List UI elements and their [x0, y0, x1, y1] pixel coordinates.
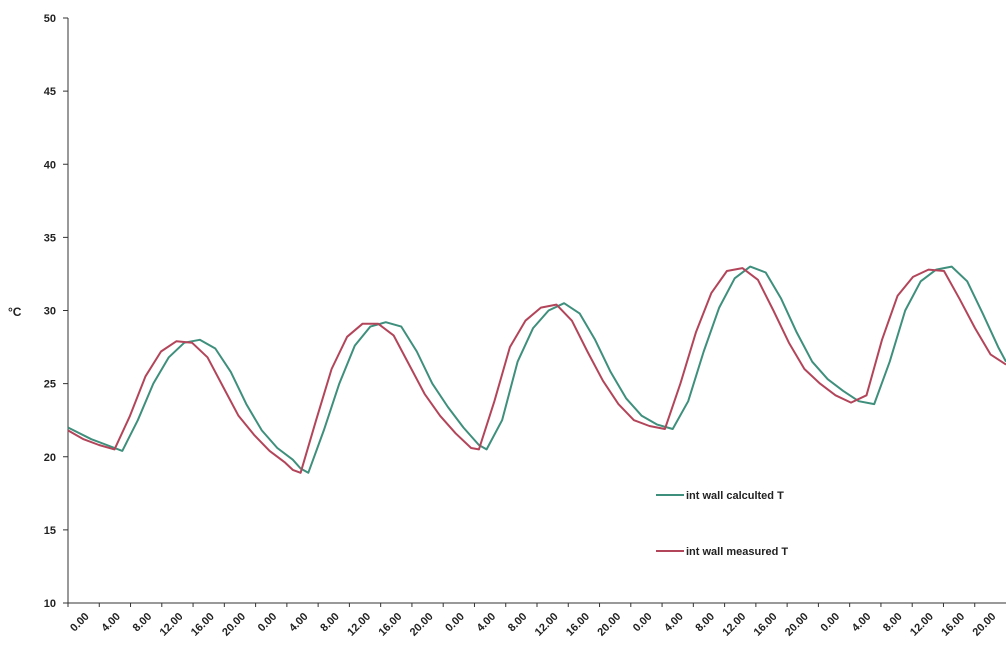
x-tick-label: 12.00: [345, 611, 373, 639]
y-tick-label: 45: [44, 86, 56, 98]
x-tick-label: 8.00: [318, 611, 342, 635]
y-tick-label: 40: [44, 159, 56, 171]
y-tick-label: 25: [44, 379, 56, 391]
y-tick-label: 20: [44, 452, 56, 464]
x-tick-label: 20.00: [971, 611, 999, 639]
x-tick-label: 12.00: [158, 611, 186, 639]
x-tick-label: 20.00: [220, 611, 248, 639]
y-tick-label: 30: [44, 306, 56, 318]
x-tick-label: 4.00: [99, 611, 123, 635]
series-line-calculated: [67, 265, 1006, 474]
x-tick-label: 4.00: [850, 611, 874, 635]
x-tick-label: 8.00: [506, 611, 530, 635]
y-axis-label: °C: [8, 305, 22, 319]
x-tick-label: 16.00: [189, 611, 217, 639]
x-tick-labels: 0.00 4.00 8.00 12.00 16.00 20.00 0.00 4.00 8.00 1…: [67, 603, 999, 639]
x-tick-label: 20.00: [595, 611, 623, 639]
x-tick-label: 0.00: [443, 611, 467, 635]
y-tick-label: 35: [44, 232, 56, 244]
x-tick-label: 8.00: [881, 611, 905, 635]
x-tick-label: 0.00: [68, 611, 92, 635]
x-tick-label: 4.00: [662, 611, 686, 635]
x-tick-label: 4.00: [287, 611, 311, 635]
x-tick-label: 8.00: [131, 611, 155, 635]
x-tick-label: 0.00: [256, 611, 280, 635]
x-tick-label: 16.00: [939, 611, 967, 639]
legend-label-measured: int wall measured T: [686, 546, 788, 558]
x-tick-label: 4.00: [475, 611, 499, 635]
x-tick-label: 16.00: [376, 611, 404, 639]
y-tick-labels: 10 15 20 25 30 35 40 45 50: [44, 13, 68, 610]
y-tick-label: 50: [44, 13, 56, 25]
x-tick-label: 20.00: [783, 611, 811, 639]
series-line-measured: [67, 267, 1006, 474]
x-tick-label: 12.00: [720, 611, 748, 639]
legend-label-calculated: int wall calculted T: [686, 490, 784, 502]
x-tick-label: 16.00: [752, 611, 780, 639]
x-tick-label: 16.00: [564, 611, 592, 639]
y-tick-label: 15: [44, 525, 56, 537]
x-tick-label: 0.00: [631, 611, 655, 635]
x-tick-label: 20.00: [408, 611, 436, 639]
y-tick-label: 10: [44, 598, 56, 610]
legend: int wall calculted T int wall measured T: [656, 490, 788, 558]
x-tick-label: 8.00: [693, 611, 717, 635]
x-tick-label: 0.00: [819, 611, 843, 635]
x-tick-label: 12.00: [533, 611, 561, 639]
x-tick-label: 12.00: [908, 611, 936, 639]
series-layer: [67, 265, 1006, 474]
